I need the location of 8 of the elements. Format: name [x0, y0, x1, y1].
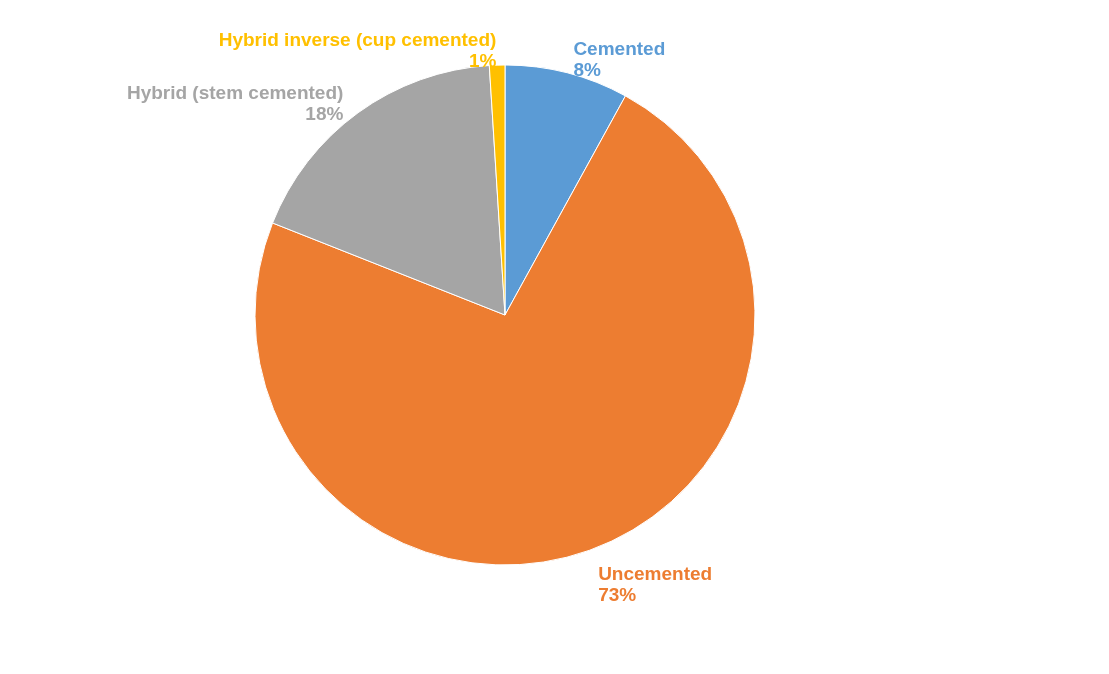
- data-label: 18%: [305, 102, 344, 124]
- slice-label: Cemented: [573, 37, 666, 59]
- slice-label: Hybrid (stem cemented): [126, 81, 344, 103]
- data-label: 73%: [598, 583, 637, 605]
- slice-label: Hybrid inverse (cup cemented): [218, 29, 497, 51]
- slice-label: Uncemented: [598, 562, 713, 584]
- data-label: 1%: [468, 50, 497, 72]
- data-label: 8%: [573, 58, 601, 80]
